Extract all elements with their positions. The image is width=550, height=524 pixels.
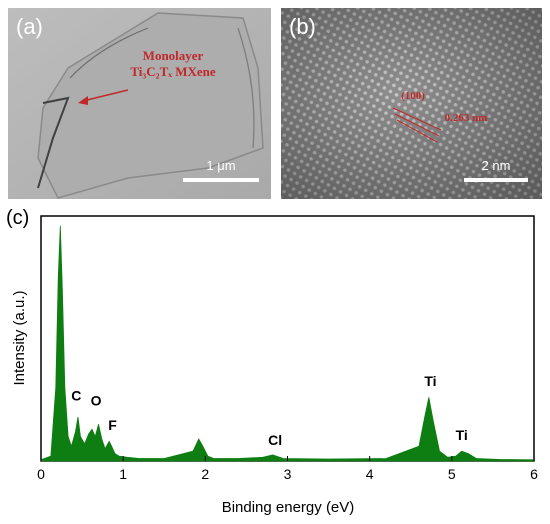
d-spacing-label: 0.263 nm (444, 112, 488, 124)
scale-label-b: 2 nm (481, 158, 511, 173)
x-tick-label: 5 (448, 466, 456, 482)
annotation-line-1: Monolayer (142, 48, 204, 63)
x-tick-label: 2 (201, 466, 209, 482)
annotation-arrow (78, 89, 129, 105)
peak-label: Ti (456, 427, 468, 443)
x-tick-label: 6 (530, 466, 538, 482)
scale-bar-b (464, 178, 528, 182)
tem-image-a-texture (8, 8, 271, 199)
plane-index-label: (100) (401, 90, 425, 102)
x-tick-label: 4 (366, 466, 374, 482)
lattice-fringe-markers (392, 107, 442, 143)
peak-label: Ti (424, 373, 436, 389)
peak-label: Cl (268, 432, 282, 448)
series-layer (40, 225, 535, 462)
x-axis: 0 1 2 3 4 5 6 (37, 456, 538, 482)
monolayer-annotation: Monolayer Ti₃C₂Tₓ MXene (103, 48, 243, 80)
flake-outline (37, 12, 264, 199)
scale-label-a: 1 μm (206, 158, 236, 173)
tem-image-panel-a: (a) Monolayer Ti₃C₂Tₓ MXene 1 μm (8, 8, 271, 199)
hrtem-image-panel-b: (b) (100) 0.263 nm 2 nm (281, 8, 542, 199)
panel-b-letter: (b) (289, 14, 316, 39)
x-tick-label: 3 (284, 466, 292, 482)
x-axis-label: Binding energy (eV) (222, 499, 355, 516)
scale-bar-a (183, 178, 259, 182)
peak-label: O (91, 393, 102, 409)
peak-label: F (108, 417, 117, 433)
x-tick-label: 1 (119, 466, 127, 482)
panel-a-letter: (a) (16, 14, 43, 39)
y-axis-label: Intensity (a.u.) (11, 290, 28, 385)
panel-c-letter: (c) (6, 207, 29, 229)
peak-labels: C OF Cl Ti Ti (71, 373, 468, 448)
peak-label: C (71, 388, 81, 404)
annotation-line-2: Ti₃C₂Tₓ MXene (130, 64, 216, 79)
hrtem-lattice-texture (281, 8, 542, 199)
x-tick-label: 0 (37, 466, 45, 482)
eds-spectrum-chart: (c) 0 1 2 3 4 5 6 C OF Cl Ti Ti Binding energy (eV… (6, 207, 538, 516)
spectrum-area-series-0 (40, 225, 535, 462)
